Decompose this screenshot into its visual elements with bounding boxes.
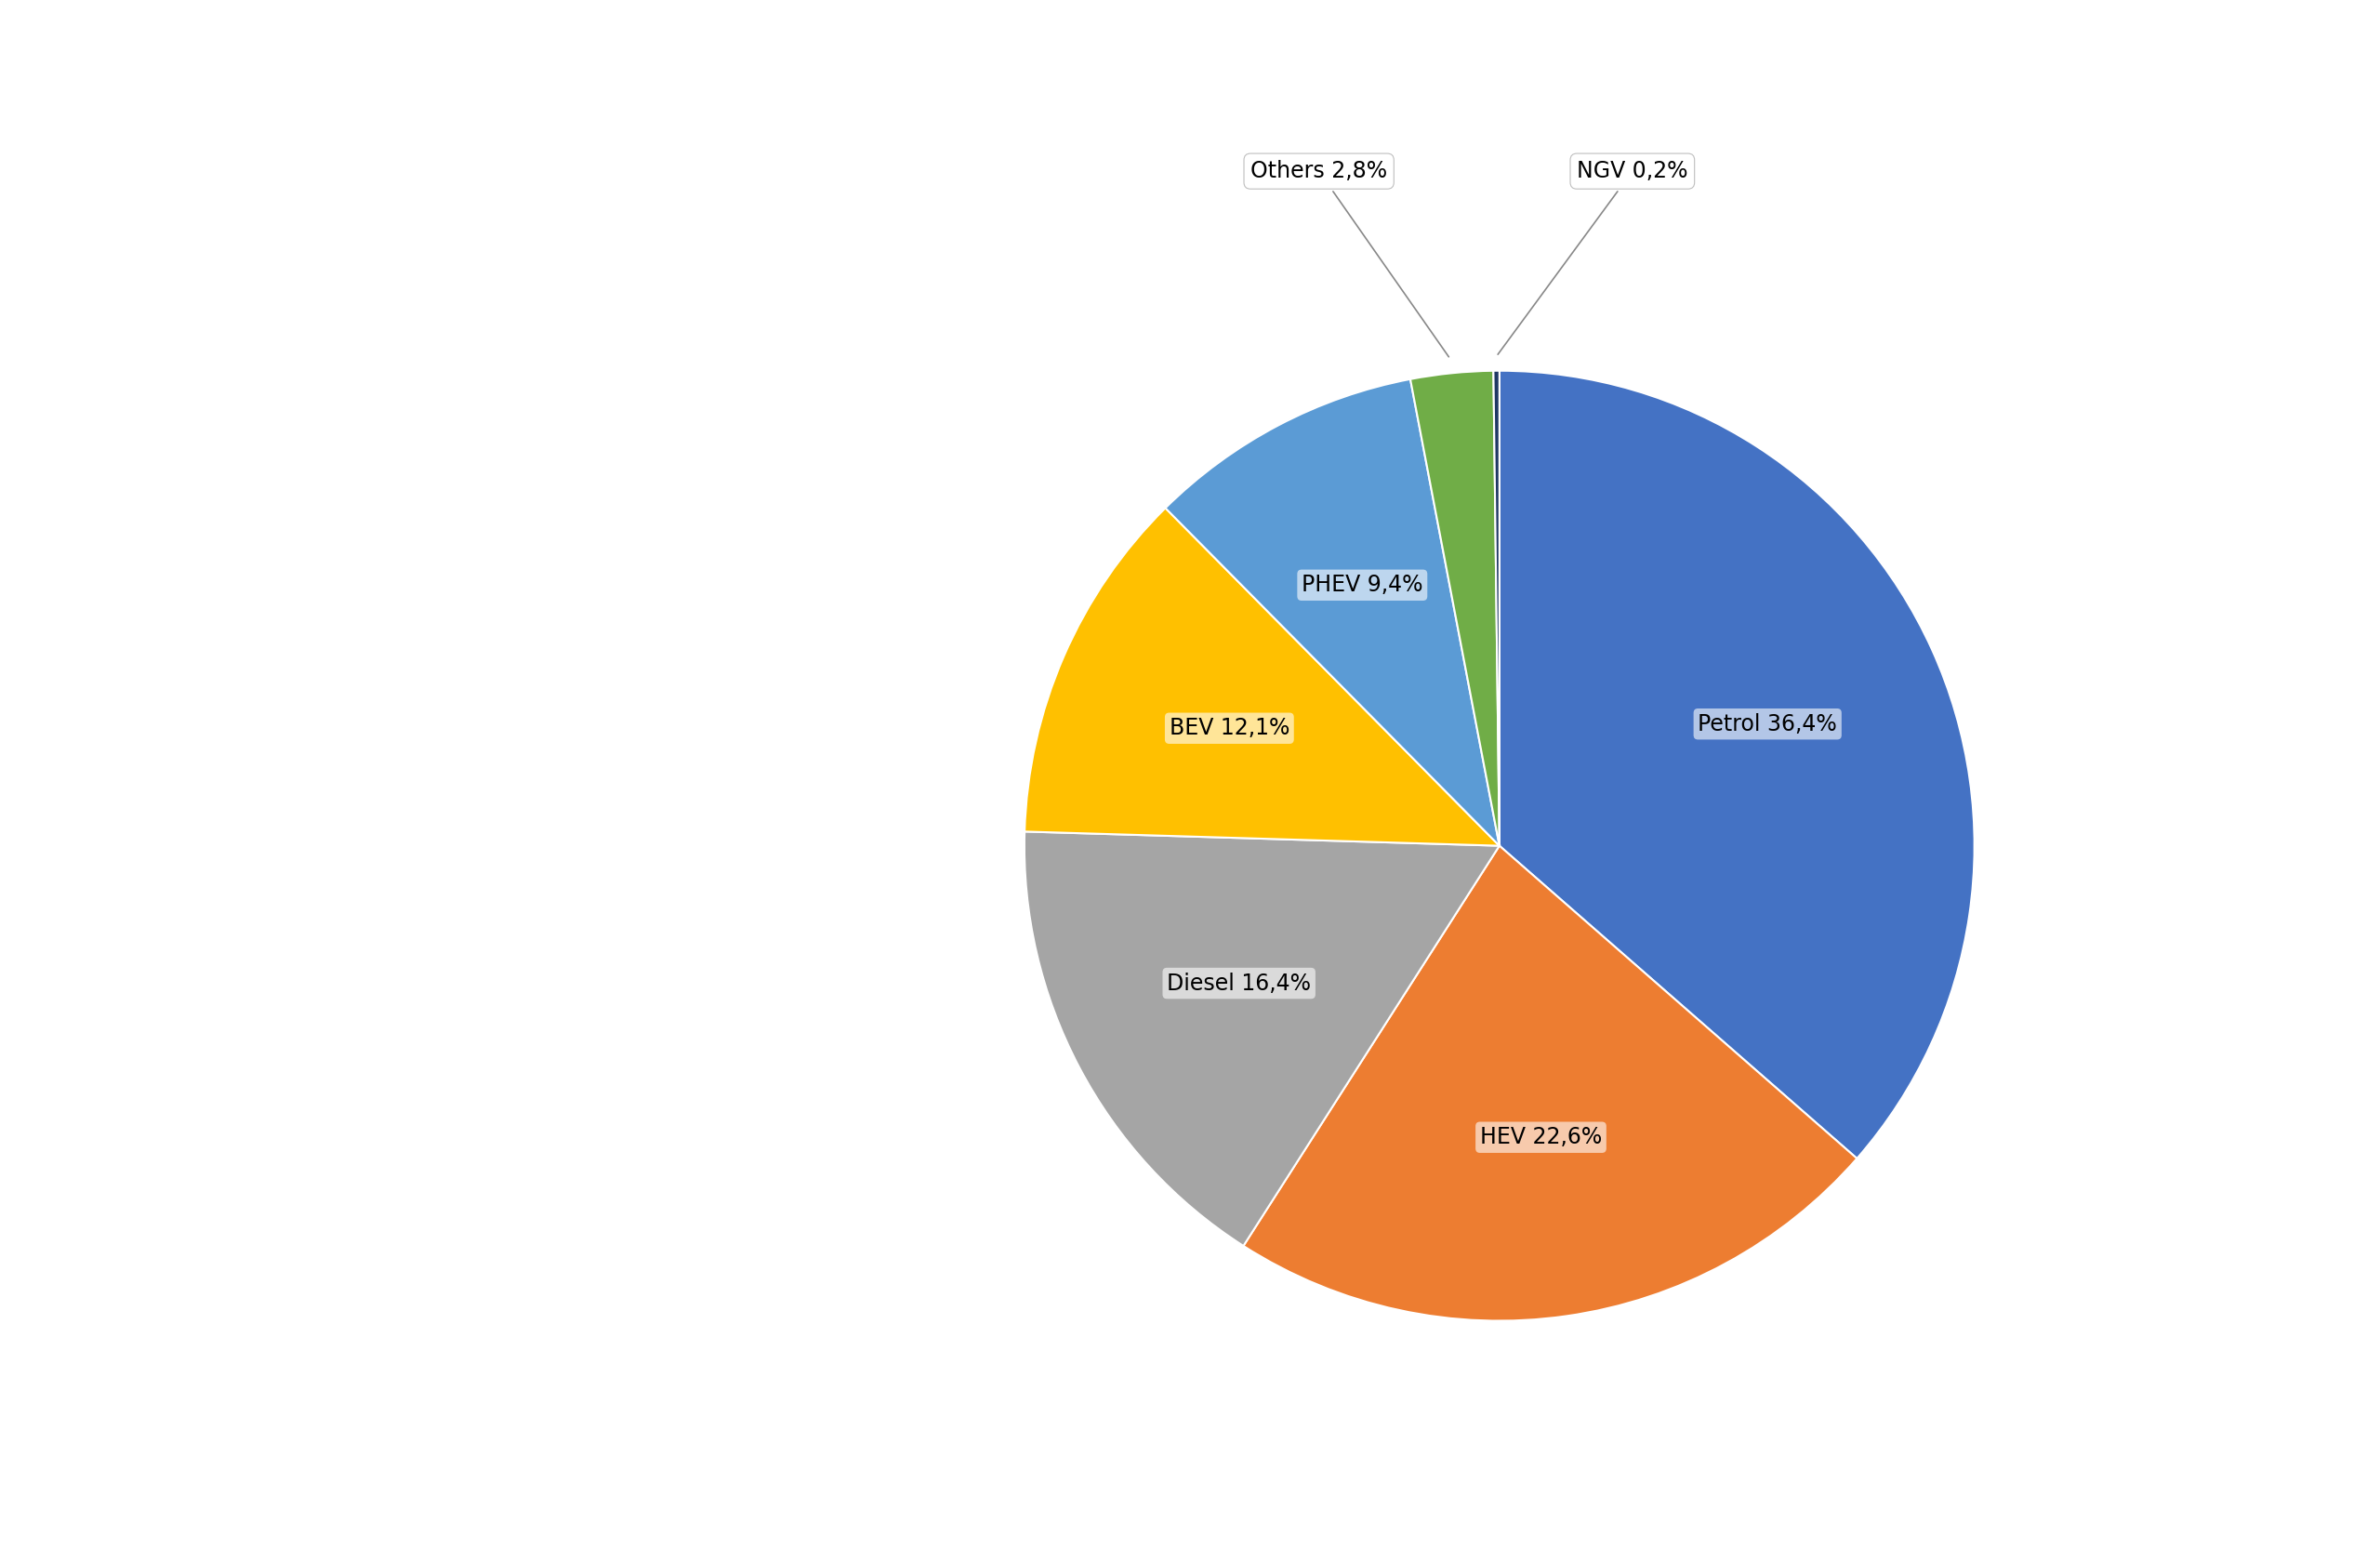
Text: HEV 22,6%: HEV 22,6% [1480, 1126, 1602, 1148]
Wedge shape [1026, 508, 1499, 846]
Wedge shape [1166, 380, 1499, 846]
Text: PHEV 9,4%: PHEV 9,4% [1302, 575, 1423, 596]
Wedge shape [1242, 846, 1856, 1321]
Text: Diesel 16,4%: Diesel 16,4% [1166, 973, 1311, 994]
Wedge shape [1499, 370, 1975, 1159]
Wedge shape [1492, 370, 1499, 846]
Text: BEV 12,1%: BEV 12,1% [1169, 717, 1290, 739]
Text: Petrol 36,4%: Petrol 36,4% [1697, 713, 1837, 736]
Text: Others 2,8%: Others 2,8% [1250, 160, 1449, 356]
Wedge shape [1411, 370, 1499, 846]
Text: NGV 0,2%: NGV 0,2% [1497, 160, 1687, 355]
Wedge shape [1023, 832, 1499, 1245]
